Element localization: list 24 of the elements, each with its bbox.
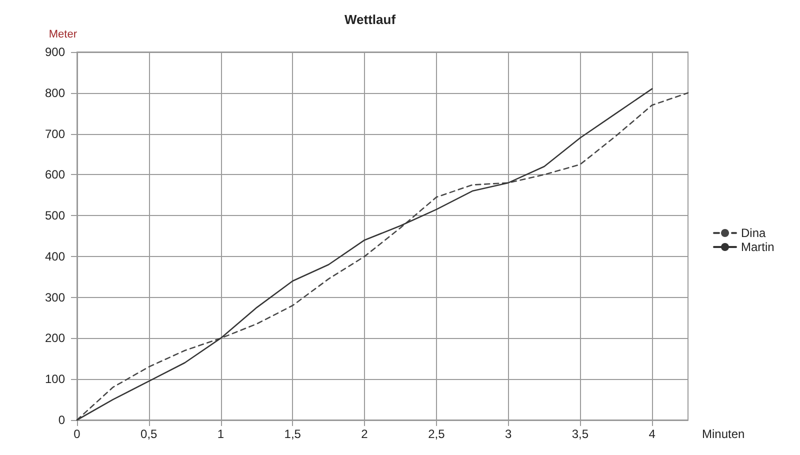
- x-tick-label: 2,5: [428, 427, 446, 441]
- x-tick-label: 0: [74, 427, 81, 441]
- y-tick-label: 200: [44, 331, 66, 346]
- x-tick-label: 1,5: [284, 427, 302, 441]
- y-tick-label: 800: [44, 86, 66, 100]
- x-tick-label: 0,5: [140, 427, 158, 441]
- legend-label: Dina: [741, 226, 766, 240]
- y-tick-label: 500: [44, 208, 66, 223]
- x-tick-label: 1: [217, 427, 224, 441]
- chart-title: Wettlauf: [344, 12, 396, 27]
- y-tick-label: 900: [44, 45, 66, 59]
- y-tick-label: 600: [44, 168, 66, 182]
- x-tick-label: 3: [504, 427, 512, 441]
- x-tick-label: 2: [361, 427, 368, 441]
- legend-label: Martin: [741, 240, 774, 254]
- y-tick-label: 0: [58, 413, 66, 427]
- y-tick-label: 300: [44, 290, 66, 304]
- y-tick-label: 400: [44, 249, 66, 264]
- x-tick-label: 3,5: [572, 427, 589, 441]
- x-axis-title: Minuten: [702, 427, 745, 441]
- x-tick-label: 4: [648, 427, 656, 441]
- y-axis-title: Meter: [48, 28, 78, 40]
- y-tick-label: 100: [44, 372, 66, 386]
- y-tick-label: 700: [44, 126, 66, 141]
